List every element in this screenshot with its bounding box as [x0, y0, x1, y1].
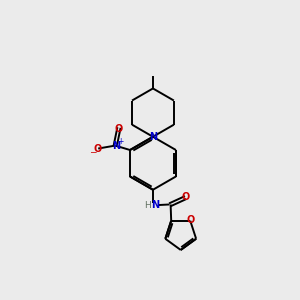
- Text: N: N: [151, 200, 159, 210]
- Text: O: O: [115, 124, 123, 134]
- Text: O: O: [182, 191, 190, 202]
- Text: O: O: [93, 143, 101, 154]
- Text: H: H: [144, 201, 150, 210]
- Text: O: O: [187, 215, 195, 225]
- Text: N: N: [112, 141, 120, 151]
- Text: −: −: [89, 148, 97, 157]
- Text: N: N: [149, 132, 158, 142]
- Text: +: +: [117, 137, 124, 146]
